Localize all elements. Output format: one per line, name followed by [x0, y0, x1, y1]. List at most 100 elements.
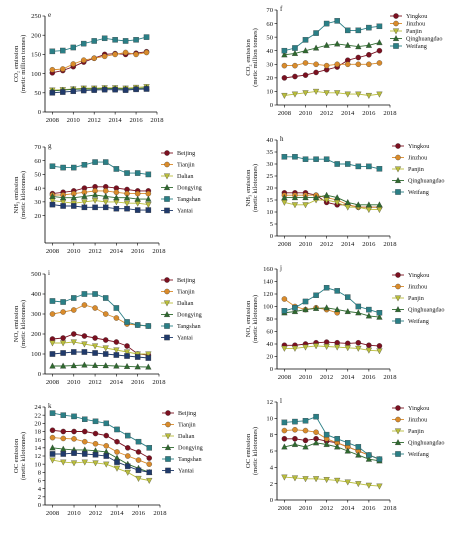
data-point-qinghuangdao — [344, 41, 351, 48]
series-line-tangshan — [52, 161, 149, 175]
data-point-qinghuangdao — [281, 443, 288, 450]
y-axis-title: NOₓ emission — [245, 300, 252, 337]
data-point-tangshan — [49, 163, 56, 169]
legend-marker-qinghuangdao — [394, 439, 402, 445]
series-line-dongying — [52, 87, 147, 92]
data-point-yantai — [81, 204, 88, 211]
data-point-jinzhou — [302, 60, 309, 66]
legend-label-dalian: Dalian — [177, 173, 194, 180]
data-point-panjin — [365, 347, 372, 354]
data-point-jinzhou — [313, 429, 319, 435]
data-point-dalian — [113, 465, 121, 472]
x-tick-label: 2010 — [67, 510, 81, 517]
data-point-tangshan — [143, 34, 150, 40]
x-tick-label: 2016 — [131, 379, 145, 386]
data-point-beijing — [103, 432, 110, 439]
y-tick-label: 2 — [270, 481, 273, 488]
legend-marker-qinghuangdao — [394, 306, 402, 312]
data-point-dongying — [49, 362, 56, 369]
data-point-weifang — [281, 47, 288, 54]
data-point-beijing — [60, 335, 66, 341]
data-point-weifang — [355, 27, 362, 34]
data-point-jinzhou — [292, 62, 298, 69]
data-point-qinghuangdao — [291, 194, 299, 201]
data-point-beijing — [71, 428, 77, 435]
chart-panel-f: f 0 10 20 30 40 50 60 70 2008 2010 2012 2014 2016 2018… — [245, 5, 442, 117]
data-point-panjin — [344, 91, 351, 98]
data-point-panjin — [291, 475, 299, 482]
series-line-panjin — [284, 199, 380, 211]
data-point-tangshan — [60, 412, 67, 418]
data-point-qinghuangdao — [344, 308, 351, 314]
data-point-yingkou — [292, 73, 298, 80]
data-point-dongying — [49, 192, 56, 199]
data-point-tianjin — [60, 66, 66, 72]
legend-label-beijing: Beijing — [178, 410, 196, 417]
legend-label-panjin: Panjin — [408, 295, 424, 302]
data-point-panjin — [302, 90, 309, 97]
x-tick-label: 2018 — [152, 379, 166, 386]
data-point-yantai — [125, 463, 131, 469]
y-tick-label: 8 — [270, 432, 274, 439]
y-tick-label: 40 — [34, 185, 41, 192]
data-point-weifang — [302, 156, 309, 162]
data-point-jinzhou — [302, 427, 309, 434]
data-point-weifang — [281, 154, 288, 160]
y-tick-label: 0 — [270, 102, 274, 109]
legend-label-tianjin: Tianjin — [178, 422, 196, 429]
data-point-tangshan — [124, 170, 130, 176]
y-tick-label: 24 — [34, 404, 41, 411]
y-axis-title: NOₓ emission — [13, 305, 20, 342]
legend-label-beijing: Beijing — [177, 277, 195, 284]
data-point-beijing — [135, 449, 142, 455]
x-tick-label: 2012 — [320, 241, 333, 248]
data-point-dalian — [70, 460, 78, 467]
data-point-tianjin — [71, 436, 77, 442]
data-point-qinghuangdao — [365, 41, 372, 48]
x-tick-label: 2012 — [88, 248, 101, 255]
data-point-yingkou — [376, 343, 383, 349]
data-point-yingkou — [376, 47, 383, 54]
legend-marker-yantai — [165, 467, 171, 474]
legend-label-tangshan: Tangshan — [178, 456, 202, 463]
data-point-jinzhou — [313, 61, 319, 68]
data-point-panjin — [344, 479, 351, 486]
data-point-yantai — [71, 203, 77, 209]
x-tick-label: 2014 — [110, 510, 124, 517]
series-line-yingkou — [284, 438, 380, 460]
data-point-weifang — [281, 308, 288, 314]
data-point-beijing — [124, 343, 130, 349]
data-point-tangshan — [113, 166, 120, 172]
data-point-qinghuangdao — [355, 43, 362, 50]
data-point-yantai — [134, 207, 141, 213]
data-point-dongying — [49, 444, 56, 451]
data-point-yantai — [49, 351, 56, 357]
data-point-weifang — [376, 309, 383, 316]
legend-marker-weifang — [395, 189, 401, 195]
x-tick-label: 2012 — [320, 374, 333, 381]
data-point-yingkou — [334, 339, 340, 346]
data-point-dalian — [92, 460, 99, 467]
legend-marker-panjin — [394, 428, 402, 435]
data-point-panjin — [312, 343, 320, 350]
x-tick-label: 2014 — [341, 110, 355, 117]
data-point-panjin — [291, 91, 299, 98]
data-point-weifang — [302, 37, 309, 43]
data-point-panjin — [281, 93, 288, 99]
panel-letter: l — [280, 397, 282, 405]
x-tick-label: 2018 — [383, 505, 397, 512]
data-point-tianjin — [145, 190, 152, 197]
y-tick-label: 100 — [31, 351, 42, 358]
x-tick-label: 2014 — [109, 117, 123, 124]
legend-label-yantai: Yantai — [177, 208, 193, 215]
x-tick-label: 2014 — [110, 379, 124, 386]
data-point-jinzhou — [376, 60, 383, 66]
legend-label-weifang: Weifang — [408, 318, 429, 325]
data-point-weifang — [323, 156, 330, 162]
legend-marker-beijing — [164, 277, 170, 283]
data-point-dongying — [134, 363, 141, 370]
series-line-yantai — [52, 452, 150, 473]
data-point-dongying — [102, 362, 109, 369]
data-point-weifang — [313, 156, 319, 162]
data-point-weifang — [323, 20, 330, 27]
